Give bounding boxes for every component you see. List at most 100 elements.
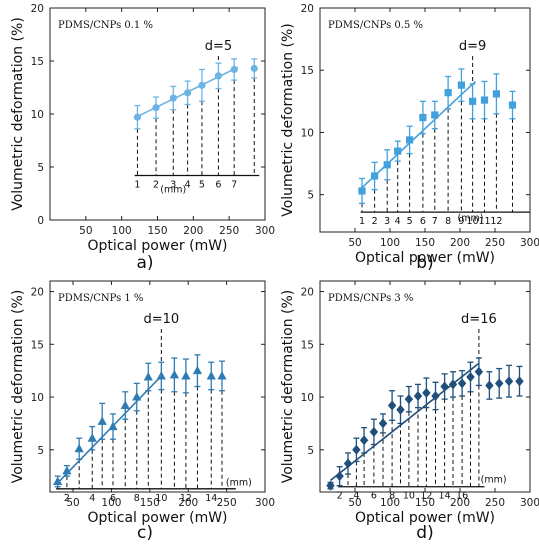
x-tick-label: 200 xyxy=(450,237,470,249)
distance-tick-label: 11 xyxy=(478,216,490,227)
data-point xyxy=(358,187,366,195)
d-label: d=10 xyxy=(143,312,179,327)
sample-annotation: PDMS/CNPs 0.5 % xyxy=(328,20,423,31)
fit-line xyxy=(55,375,162,486)
y-tick-label: 0 xyxy=(37,215,44,227)
y-tick-label: 20 xyxy=(31,3,44,15)
data-point xyxy=(480,96,489,104)
distance-tick-label: 2 xyxy=(337,491,343,502)
data-point xyxy=(74,443,84,453)
x-tick-label: 50 xyxy=(348,497,361,509)
data-point xyxy=(169,369,179,379)
data-point xyxy=(371,172,379,180)
distance-tick-label: 7 xyxy=(231,179,237,190)
distance-tick-label: 2 xyxy=(64,493,70,504)
y-tick-label: 10 xyxy=(301,127,314,139)
data-point xyxy=(132,392,142,401)
data-point xyxy=(108,421,118,431)
distance-tick-label: 6 xyxy=(215,179,221,190)
data-point xyxy=(444,89,452,97)
distance-tick-label: 16 xyxy=(456,491,468,502)
distance-tick-label: 6 xyxy=(420,216,426,227)
distance-tick-label: 8 xyxy=(134,493,140,504)
x-tick-label: 200 xyxy=(450,497,470,509)
data-point xyxy=(431,390,440,401)
distance-tick-label: 10 xyxy=(155,493,167,504)
data-point xyxy=(156,370,166,380)
distance-tick-label: 10 xyxy=(467,216,479,227)
y-tick-label: 15 xyxy=(301,339,314,351)
x-tick-label: 150 xyxy=(415,237,435,249)
x-tick-label: 150 xyxy=(415,497,435,509)
data-point xyxy=(62,465,72,475)
data-point xyxy=(396,404,405,415)
distance-tick-label: 2 xyxy=(372,216,378,227)
data-point xyxy=(120,400,130,409)
data-point xyxy=(352,444,361,455)
sample-annotation: PDMS/CNPs 1 % xyxy=(58,293,143,304)
y-tick-label: 5 xyxy=(37,445,44,457)
distance-unit-label: (mm) xyxy=(481,475,507,486)
data-point xyxy=(359,435,369,446)
data-point xyxy=(419,113,427,122)
chart-panel-4: 50 100 150 200 250 300 5 10 15 20 Optical power (m… xyxy=(280,280,539,543)
data-point xyxy=(250,64,258,73)
distance-tick-label: 5 xyxy=(199,179,205,190)
data-point xyxy=(335,471,344,482)
x-tick-label: 200 xyxy=(183,225,203,237)
y-tick-label: 10 xyxy=(31,392,44,404)
distance-tick-label: 6 xyxy=(371,491,377,502)
y-tick-label: 15 xyxy=(301,65,314,77)
data-point xyxy=(457,378,467,389)
data-point xyxy=(192,365,203,375)
x-tick-label: 200 xyxy=(178,497,198,509)
distance-tick-label: 14 xyxy=(439,491,451,502)
data-point xyxy=(504,376,514,387)
y-tick-label: 20 xyxy=(301,3,314,15)
data-point xyxy=(198,81,206,89)
y-tick-label: 5 xyxy=(307,190,314,202)
panel-label: d) xyxy=(416,523,433,543)
y-tick-label: 20 xyxy=(31,287,44,299)
y-tick-label: 15 xyxy=(31,56,44,68)
data-point xyxy=(469,97,477,105)
y-axis-label: Volumetric deformation (%) xyxy=(10,290,26,484)
x-tick-label: 250 xyxy=(485,497,505,509)
sample-annotation: PDMS/CNPs 0.1 % xyxy=(58,20,153,31)
y-axis-label: Volumetric deformation (%) xyxy=(10,17,26,211)
data-point xyxy=(387,400,397,411)
x-tick-label: 50 xyxy=(79,225,92,237)
panel-label: c) xyxy=(137,523,153,543)
data-point xyxy=(184,89,192,97)
chart-panel-3: 50 100 150 200 250 300 5 10 15 20 Optical power (m… xyxy=(10,280,275,543)
distance-tick-label: 12 xyxy=(420,491,432,502)
data-point xyxy=(369,426,379,437)
data-point xyxy=(495,378,504,389)
data-point xyxy=(422,387,431,398)
sample-annotation: PDMS/CNPs 3 % xyxy=(328,293,413,304)
x-axis-label: Optical power (mW) xyxy=(87,510,227,526)
x-tick-label: 300 xyxy=(255,225,275,237)
data-point xyxy=(230,65,238,74)
d-label: d=5 xyxy=(205,39,232,54)
distance-tick-label: 4 xyxy=(89,493,95,504)
data-point xyxy=(87,433,97,442)
x-tick-label: 100 xyxy=(112,225,132,237)
y-tick-label: 5 xyxy=(307,445,314,457)
y-tick-label: 10 xyxy=(301,392,314,404)
data-point xyxy=(378,418,388,429)
data-point xyxy=(383,161,391,169)
distance-tick-label: 4 xyxy=(353,491,359,502)
x-axis-label: Optical power (mW) xyxy=(87,238,227,254)
distance-tick-label: 9 xyxy=(458,216,464,227)
x-tick-label: 50 xyxy=(66,497,79,509)
distance-tick-label: 12 xyxy=(180,493,192,504)
data-point xyxy=(413,390,423,401)
data-point xyxy=(217,370,227,380)
data-point xyxy=(406,136,414,144)
data-point xyxy=(485,380,494,391)
distance-tick-label: 4 xyxy=(395,216,401,227)
panel-label: b) xyxy=(416,253,433,273)
data-point xyxy=(404,394,414,405)
